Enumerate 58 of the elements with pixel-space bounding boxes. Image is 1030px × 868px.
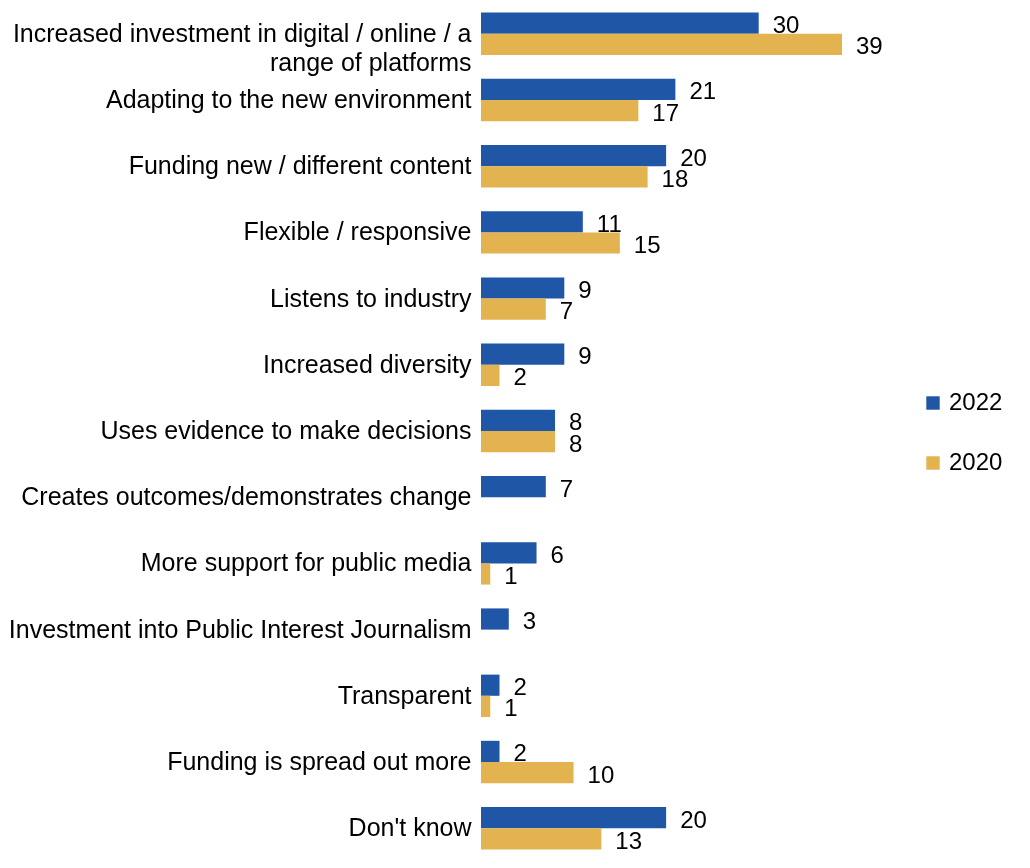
y-tick-label: Flexible / responsive [243,217,472,246]
bar [481,100,639,122]
bar [481,409,556,431]
data-label: 1 [504,561,518,589]
data-label: 30 [772,11,800,39]
bar [481,166,648,188]
bar [481,343,565,365]
data-label: 39 [856,32,883,60]
bar [481,542,537,564]
data-label: 20 [680,143,707,171]
legend-label: 2020 [949,448,1003,475]
data-label: 15 [633,230,661,258]
bar [481,762,574,784]
bar [481,12,759,34]
data-label: 2 [513,739,527,767]
bar [481,740,500,762]
bar [481,277,565,299]
data-label: 3 [522,607,537,635]
y-tick-label: Creates outcomes/demonstrates change [21,482,472,511]
y-tick-label: Increased diversity [263,349,472,378]
bar [481,608,509,630]
y-tick-label: Funding new / different content [128,151,472,180]
bar [481,431,556,453]
bar [481,33,842,55]
data-label: 20 [680,805,707,833]
y-tick-label: Uses evidence to make decisions [100,416,472,444]
data-label: 9 [578,276,592,304]
y-tick-label: Don't know [348,813,473,842]
bar [481,563,491,585]
bar [481,211,583,233]
data-label: 21 [689,77,717,105]
y-tick-label: Transparent [337,680,472,709]
data-label: 9 [578,342,592,370]
bar [481,298,546,320]
bar [481,78,676,100]
bar [481,674,500,696]
data-label: 10 [587,760,615,788]
data-label: 17 [652,98,680,126]
bar [481,145,667,167]
y-tick-label: Investment into Public Interest Journalism [8,614,472,643]
data-label: 2 [513,363,527,391]
y-tick-label: Listens to industry [270,283,472,312]
y-tick-label: Funding is spread out more [167,747,472,775]
legend-label: 2022 [949,388,1003,415]
bar [481,807,667,829]
bar [481,695,491,717]
data-label: 7 [559,297,574,325]
data-label: 13 [615,826,643,854]
bar [481,828,602,850]
bar [481,476,546,498]
y-tick-label: Increased investment in digital / online / a range of platforms [12,18,472,76]
data-label: 6 [550,540,564,568]
data-label: 11 [596,209,622,237]
bar [481,364,500,386]
data-label: 7 [559,474,574,502]
y-tick-label: Adapting to the new environment [105,85,472,113]
y-tick-label: More support for public media [140,548,472,577]
bar [481,232,620,254]
